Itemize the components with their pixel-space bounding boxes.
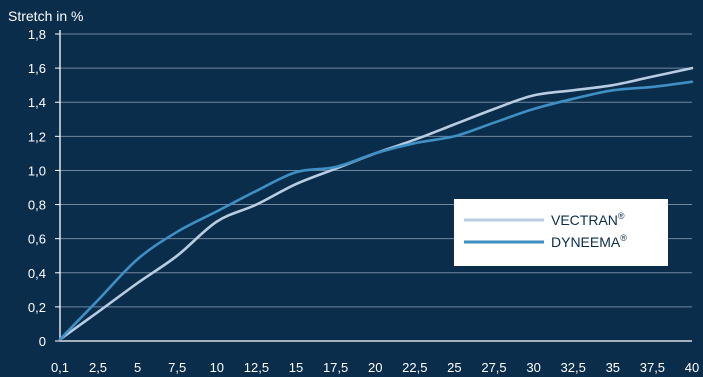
x-tick-label: 15 [289, 360, 303, 375]
legend: VECTRAN® DYNEEMA® [454, 199, 668, 266]
x-tick-label: 35 [606, 360, 620, 375]
axes [55, 30, 692, 342]
y-axis-label: Stretch in % [8, 8, 83, 24]
x-tick-label: 17,5 [323, 360, 348, 375]
y-tick-label: 1,6 [28, 61, 46, 76]
x-tick-label: 20 [368, 360, 382, 375]
x-tick-label: 22,5 [402, 360, 427, 375]
y-tick-label: 1,2 [28, 129, 46, 144]
x-tick-label: 7,5 [168, 360, 186, 375]
y-tick-labels: 0 0,2 0,4 0,6 0,8 1,0 1,2 1,4 1,6 1,8 [28, 27, 46, 349]
x-tick-label: 5 [134, 360, 141, 375]
x-tick-label: 12,5 [244, 360, 269, 375]
y-tick-label: 0 [39, 334, 46, 349]
y-tick-label: 0,4 [28, 266, 46, 281]
x-tick-label: 40 [685, 360, 699, 375]
y-tick-label: 1,4 [28, 95, 46, 110]
y-tick-label: 1,0 [28, 163, 46, 178]
x-tick-label: 30 [526, 360, 540, 375]
x-tick-label: 37,5 [640, 360, 665, 375]
y-tick-label: 1,8 [28, 27, 46, 42]
x-tick-label: 32,5 [561, 360, 586, 375]
legend-box [454, 199, 668, 266]
x-tick-label: 0,1 [51, 360, 69, 375]
legend-label-dyneema: DYNEEMA® [551, 233, 627, 250]
y-tick-label: 0,6 [28, 232, 46, 247]
series-lines [58, 66, 694, 341]
x-tick-label: 27,5 [481, 360, 506, 375]
series-line-dyneema [58, 80, 694, 341]
legend-label-vectran: VECTRAN® [551, 211, 625, 228]
y-tick-label: 0,2 [28, 300, 46, 315]
x-tick-label: 2,5 [89, 360, 107, 375]
x-tick-label: 10 [210, 360, 224, 375]
y-tick-label: 0,8 [28, 198, 46, 213]
x-tick-labels: 0,1 2,5 5 7,5 10 12,5 15 17,5 20 22,5 25 27,5 30 32,5… [51, 360, 699, 375]
x-tick-label: 25 [447, 360, 461, 375]
